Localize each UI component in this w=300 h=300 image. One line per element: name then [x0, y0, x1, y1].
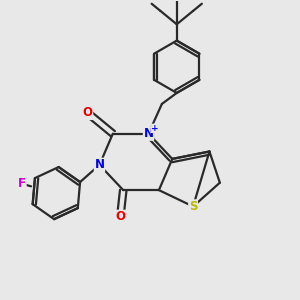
- Text: +: +: [151, 124, 159, 133]
- Text: O: O: [82, 106, 93, 119]
- Text: F: F: [18, 177, 26, 190]
- Text: N: N: [143, 127, 154, 140]
- Text: N: N: [94, 158, 104, 171]
- Text: S: S: [189, 200, 197, 213]
- Text: O: O: [115, 210, 125, 224]
